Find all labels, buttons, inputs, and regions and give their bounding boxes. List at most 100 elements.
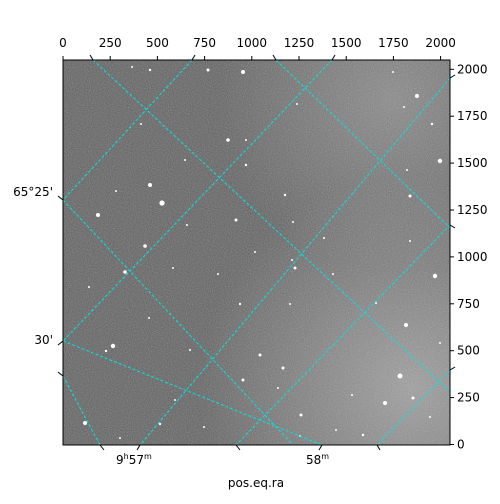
star [258,353,262,357]
top-tick-label: 750 [193,36,216,50]
star [189,349,191,351]
star [148,68,152,72]
star [123,270,127,274]
right-tick: 500 [450,344,480,358]
top-tick: 250 [99,36,122,60]
sky-image [63,60,450,445]
star [335,429,337,431]
star [397,373,403,379]
star [332,273,334,275]
star [238,302,242,306]
star [244,163,248,167]
star [277,387,279,389]
top-tick: 2000 [425,36,456,60]
star [299,413,303,417]
top-tick-label: 0 [59,36,67,50]
star [148,317,150,319]
dec-label-30: 30' [34,333,53,347]
top-tick: 1750 [378,36,409,60]
grid-line [92,60,450,393]
right-tick-label: 0 [457,438,465,452]
ra-label-9h57m: 9h57m [116,452,152,467]
star [375,302,377,304]
star [411,396,415,400]
grid-line [63,199,294,445]
star [296,103,298,105]
right-tick: 750 [450,297,480,311]
star [293,266,297,270]
top-tick: 0 [59,36,67,60]
top-tick-label: 1500 [331,36,362,50]
top-tick-label: 500 [146,36,169,50]
star [291,259,293,261]
star [383,401,387,405]
star [403,106,405,108]
star [323,237,325,239]
star [174,399,176,401]
right-pixel-axis: 0 250 500 750 1000 1250 1500 1750 2000 [450,62,488,452]
coordinate-grid [63,60,450,445]
star [361,433,365,437]
top-tick: 1500 [331,36,362,60]
right-tick-label: 1000 [457,250,488,264]
star [409,240,411,242]
right-tick-label: 250 [457,391,480,405]
right-tick: 1500 [450,156,488,170]
ra-label-58m: 58m [306,452,329,467]
grid-line [235,224,450,445]
star [203,426,205,428]
dec-label-65-25: 65°25' [13,185,53,199]
right-tick-label: 2000 [457,62,488,76]
star [119,437,121,439]
star [437,158,443,164]
star [226,138,230,142]
star [292,221,294,223]
grid-line [63,375,101,445]
star [241,70,245,74]
grid-line [63,60,193,201]
star [408,194,412,198]
star [439,342,441,344]
plot-frame [62,59,451,446]
top-pixel-axis: 0 250 500 750 1000 1250 1500 1750 2000 [59,36,456,60]
star [140,123,142,125]
top-tick: 500 [146,36,169,60]
star [392,71,394,73]
right-tick: 250 [450,391,480,405]
right-tick-label: 1250 [457,203,488,217]
star [406,169,408,171]
star [283,193,287,197]
right-tick-label: 1500 [457,156,488,170]
stars [83,66,443,439]
top-tick-label: 1750 [378,36,409,50]
star [217,273,219,275]
star [234,218,238,222]
grid-line [63,340,323,445]
star [110,343,116,349]
star [159,200,165,206]
x-axis-label: pos.eq.ra [228,476,284,490]
top-tick-label: 250 [99,36,122,50]
top-tick: 1250 [284,36,315,60]
top-tick: 1000 [237,36,267,60]
star [254,251,256,253]
right-tick: 1750 [450,109,488,123]
star [88,286,90,288]
star [351,394,353,396]
star [429,416,431,418]
top-tick-label: 1250 [284,36,315,50]
star [96,213,100,217]
star [115,190,117,192]
right-tick-label: 500 [457,344,480,358]
grid-line [376,369,450,445]
star [241,378,245,382]
right-tick: 0 [450,438,465,452]
star [158,422,162,426]
star [143,244,147,248]
star [186,224,188,226]
grid-line [275,60,450,229]
star [430,122,434,126]
star [104,349,108,353]
